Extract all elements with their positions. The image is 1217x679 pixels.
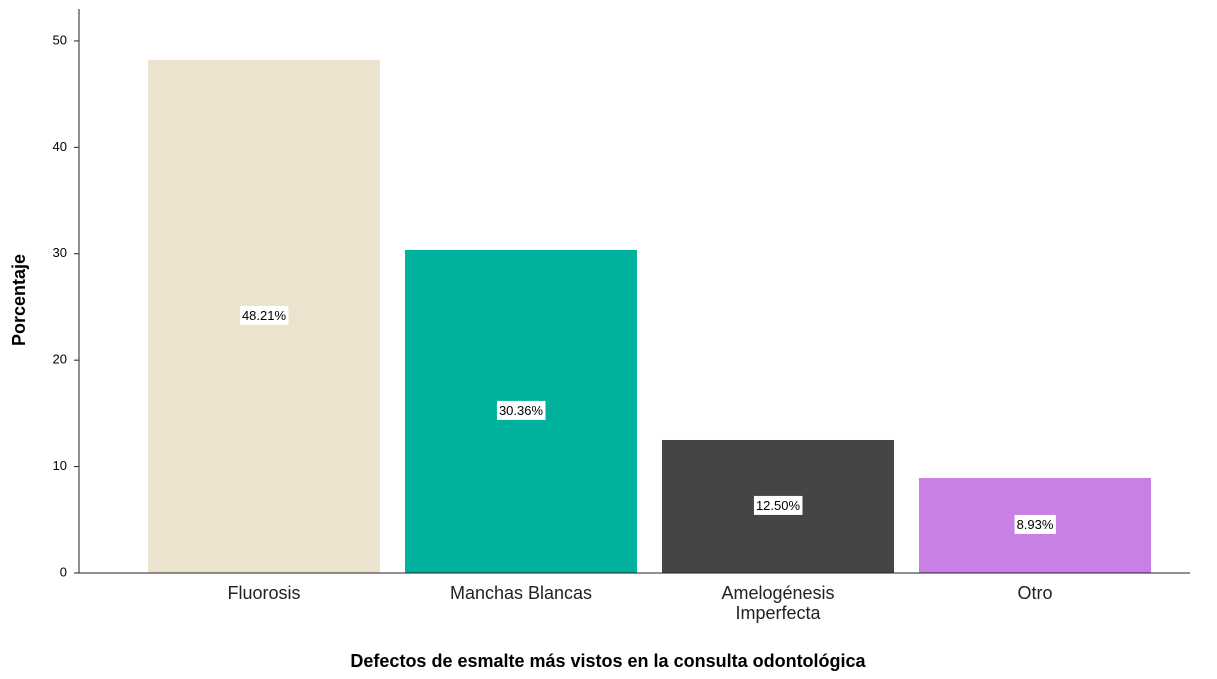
- value-label-group: 12.50%: [753, 495, 803, 515]
- value-label-bg: [496, 400, 546, 420]
- y-tick-label: 20: [53, 352, 67, 367]
- value-label: 48.21%: [242, 308, 287, 323]
- x-tick-label-box: Manchas Blancas: [449, 583, 593, 603]
- value-label-group: 30.36%: [496, 400, 546, 420]
- value-label-group: 8.93%: [1014, 514, 1056, 534]
- x-tick-label-box: Otro: [1017, 583, 1053, 603]
- y-tick-label: 50: [53, 32, 67, 47]
- value-label-bg: [753, 495, 803, 515]
- x-tick-label-box: Fluorosis: [227, 583, 301, 603]
- y-tick-label: 30: [53, 245, 67, 260]
- x-tick-label: Amelogénesis Imperfecta: [721, 583, 835, 623]
- x-axis-title: Defectos de esmalte más vistos en la con…: [350, 651, 866, 671]
- value-label: 8.93%: [1017, 517, 1054, 532]
- value-label-bg: [239, 305, 289, 325]
- x-tick-label: Fluorosis: [227, 583, 301, 603]
- x-tick-label: Otro: [1017, 583, 1053, 603]
- y-tick-label: 0: [60, 564, 67, 579]
- value-label: 30.36%: [499, 403, 544, 418]
- value-label-bg: [1014, 514, 1056, 534]
- x-tick-label-box: Amelogénesis Imperfecta: [721, 583, 835, 623]
- value-label: 12.50%: [756, 498, 801, 513]
- x-tick-label: Manchas Blancas: [449, 583, 593, 603]
- y-tick-label: 40: [53, 139, 67, 154]
- y-axis-title: Porcentaje: [9, 254, 29, 346]
- value-label-group: 48.21%: [239, 305, 289, 325]
- y-tick-label: 10: [53, 458, 67, 473]
